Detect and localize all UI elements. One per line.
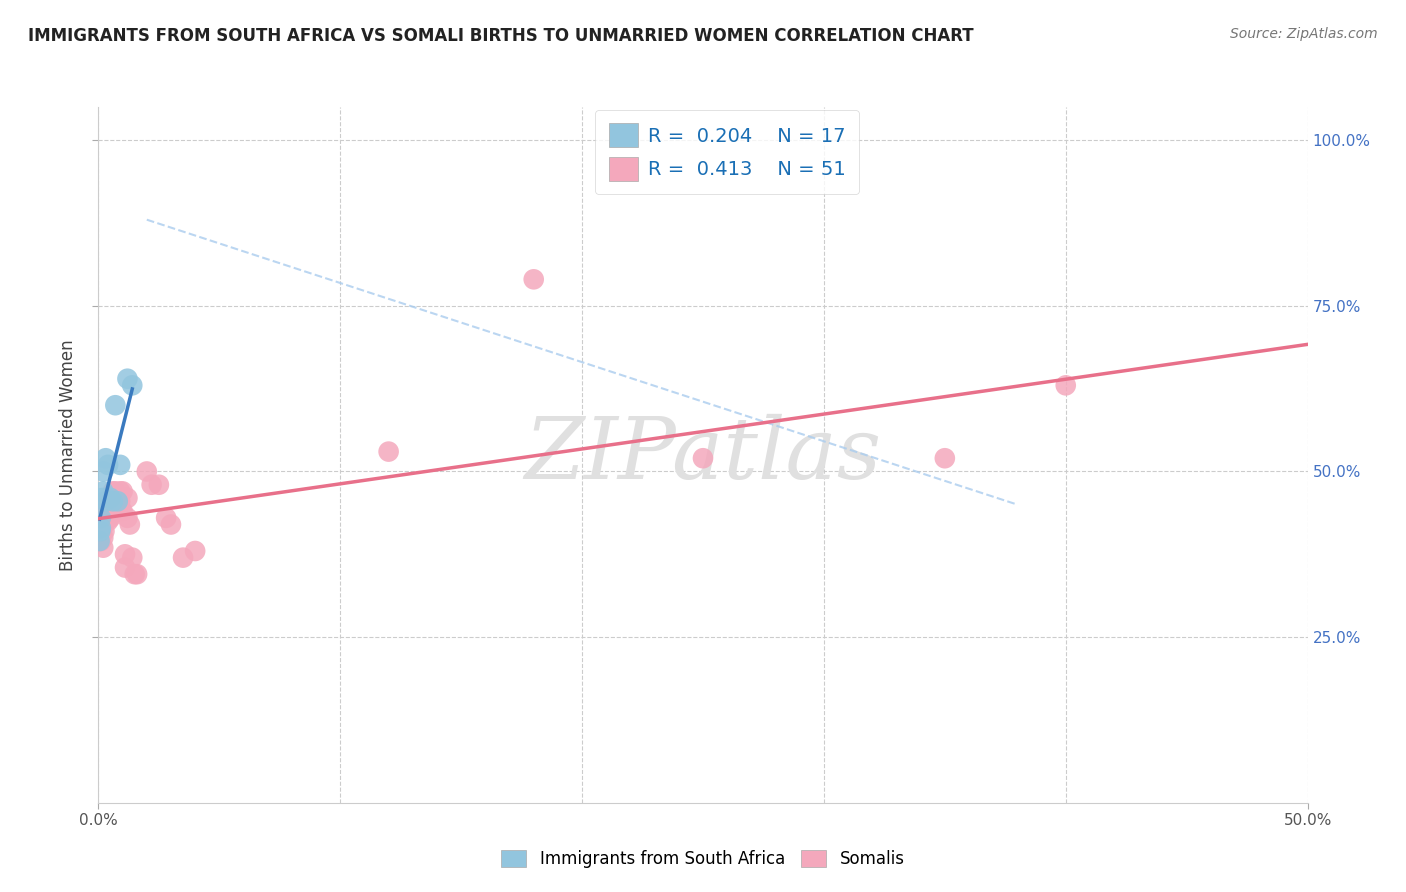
Point (107, 488, 129, 502)
Point (111, 484, 134, 499)
Point (117, 372, 139, 386)
Point (100, 498, 122, 512)
Point (97, 500, 120, 515)
Point (104, 484, 127, 499)
Point (93, 524, 115, 538)
Point (91, 511, 114, 525)
Point (114, 547, 136, 561)
Point (90, 511, 112, 525)
Point (135, 465, 157, 479)
Legend: R =  0.204    N = 17, R =  0.413    N = 51: R = 0.204 N = 17, R = 0.413 N = 51 (595, 110, 859, 194)
Point (1054, 378, 1077, 392)
Point (107, 504, 129, 518)
Point (101, 494, 124, 508)
Point (523, 272, 546, 286)
Point (89, 534, 111, 549)
Point (104, 491, 127, 505)
Point (91, 491, 114, 505)
Point (117, 491, 139, 505)
Point (100, 494, 122, 508)
Point (90, 498, 112, 512)
Point (97, 458, 120, 472)
Point (114, 560, 136, 574)
Point (91, 524, 114, 538)
Point (184, 544, 207, 558)
Y-axis label: Births to Unmarried Women: Births to Unmarried Women (59, 339, 77, 571)
Point (94, 504, 117, 518)
Point (108, 494, 131, 508)
Point (97, 511, 120, 525)
Point (934, 451, 956, 466)
Point (89, 524, 111, 538)
Point (94, 514, 117, 528)
Point (172, 550, 194, 565)
Point (111, 504, 134, 518)
Point (91, 541, 114, 555)
Point (100, 491, 122, 505)
Text: IMMIGRANTS FROM SOUTH AFRICA VS SOMALI BIRTHS TO UNMARRIED WOMEN CORRELATION CHA: IMMIGRANTS FROM SOUTH AFRICA VS SOMALI B… (28, 27, 974, 45)
Point (101, 484, 124, 499)
Text: ZIPatlas: ZIPatlas (524, 414, 882, 496)
Point (90, 534, 112, 549)
Point (91, 531, 114, 545)
Legend: Immigrants from South Africa, Somalis: Immigrants from South Africa, Somalis (495, 843, 911, 875)
Point (97, 514, 120, 528)
Point (90, 511, 112, 525)
Point (148, 477, 170, 491)
Point (107, 494, 129, 508)
Point (94, 451, 117, 466)
Point (107, 494, 129, 508)
Point (124, 567, 146, 582)
Point (94, 494, 117, 508)
Point (160, 517, 183, 532)
Point (377, 444, 399, 458)
Point (91, 465, 114, 479)
Point (91, 484, 114, 499)
Text: Source: ZipAtlas.com: Source: ZipAtlas.com (1230, 27, 1378, 41)
Point (94, 494, 117, 508)
Point (127, 567, 149, 582)
Point (97, 494, 120, 508)
Point (104, 398, 127, 412)
Point (90, 524, 112, 538)
Point (108, 458, 131, 472)
Point (121, 378, 143, 392)
Point (104, 491, 127, 505)
Point (108, 484, 131, 499)
Point (121, 550, 143, 565)
Point (118, 517, 141, 532)
Point (90, 521, 112, 535)
Point (155, 511, 177, 525)
Point (101, 494, 124, 508)
Point (141, 477, 163, 491)
Point (117, 511, 139, 525)
Point (100, 511, 122, 525)
Point (692, 451, 714, 466)
